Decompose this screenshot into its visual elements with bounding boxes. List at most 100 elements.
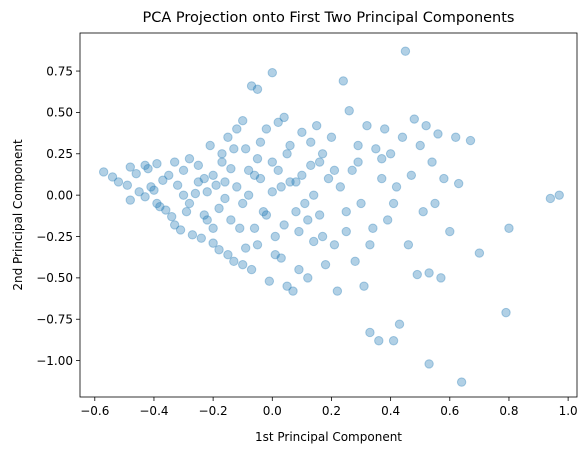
scatter-point xyxy=(98,167,109,177)
scatter-point xyxy=(353,157,363,167)
scatter-point xyxy=(326,132,337,142)
scatter-point xyxy=(403,240,414,250)
scatter-point xyxy=(427,157,437,167)
scatter-point xyxy=(445,226,455,237)
scatter-point xyxy=(249,170,260,180)
chart-title: PCA Projection onto First Two Principal … xyxy=(143,10,515,26)
scatter-point xyxy=(238,115,248,126)
scatter-point xyxy=(208,223,218,233)
scatter-point xyxy=(169,157,180,167)
scatter-point xyxy=(155,202,165,212)
scatter-point xyxy=(456,377,467,387)
scatter-point xyxy=(285,140,295,151)
scatter-point xyxy=(297,127,307,137)
scatter-point xyxy=(291,177,301,187)
scatter-point xyxy=(205,140,215,151)
y-tick-label: −0.75 xyxy=(36,313,73,327)
scatter-point xyxy=(303,273,313,283)
scatter-point xyxy=(314,157,325,167)
scatter-point xyxy=(243,165,254,176)
scatter-point xyxy=(356,198,366,209)
x-tick-label: 0.2 xyxy=(322,404,341,418)
scatter-point xyxy=(267,187,277,197)
scatter-point xyxy=(430,198,440,209)
scatter-point xyxy=(412,269,422,280)
y-axis-label: 2nd Principal Component xyxy=(11,139,25,291)
scatter-point xyxy=(273,117,283,128)
scatter-point xyxy=(223,250,233,260)
plot-frame xyxy=(79,32,578,398)
scatter-point xyxy=(175,225,186,235)
scatter-point xyxy=(377,173,387,184)
scatter-point xyxy=(261,124,272,134)
scatter-point xyxy=(140,160,150,171)
scatter-point xyxy=(400,46,411,56)
y-tick-label: 0.75 xyxy=(46,64,73,78)
scatter-point xyxy=(125,162,135,172)
scatter-point xyxy=(229,256,239,267)
scatter-point xyxy=(294,264,304,275)
scatter-point xyxy=(341,226,351,237)
scatter-point xyxy=(232,182,242,192)
scatter-point xyxy=(178,165,189,176)
scatter-point xyxy=(238,198,248,209)
scatter-point xyxy=(350,256,360,267)
scatter-point xyxy=(261,210,272,220)
scatter-point xyxy=(273,165,283,176)
scatter-point xyxy=(329,240,340,250)
scatter-point xyxy=(554,190,564,200)
scatter-point xyxy=(152,159,162,169)
scatter-point xyxy=(439,173,449,184)
scatter-point xyxy=(314,210,325,220)
scatter-point xyxy=(193,160,204,171)
scatter-point xyxy=(297,170,307,180)
scatter-point xyxy=(169,220,180,230)
scatter-point xyxy=(282,149,292,159)
scatter-point xyxy=(184,198,195,209)
scatter-point xyxy=(187,230,198,240)
scatter-point xyxy=(359,281,369,291)
scatter-point xyxy=(184,154,195,164)
scatter-point xyxy=(143,163,153,174)
scatter-point xyxy=(368,223,378,233)
scatter-point xyxy=(146,182,156,192)
scatter-point xyxy=(279,220,289,230)
y-tick-label: −0.50 xyxy=(36,271,73,285)
scatter-point xyxy=(220,193,230,204)
scatter-point xyxy=(255,137,266,147)
scatter-point xyxy=(306,160,316,171)
x-tick-label: 0.0 xyxy=(263,404,282,418)
scatter-point xyxy=(294,226,304,237)
scatter-point xyxy=(388,336,399,346)
scatter-point xyxy=(276,253,286,263)
scatter-point xyxy=(190,188,201,199)
x-tick-label: 0.6 xyxy=(440,404,459,418)
x-tick-label: 0.8 xyxy=(499,404,518,418)
points-layer xyxy=(98,46,564,387)
scatter-point xyxy=(409,114,419,124)
scatter-point xyxy=(252,240,263,250)
scatter-point xyxy=(424,268,434,278)
scatter-point xyxy=(353,140,363,151)
scatter-point xyxy=(501,307,511,318)
x-tick-label: 0.4 xyxy=(381,404,400,418)
scatter-point xyxy=(309,236,319,247)
y-tick-label: 0.50 xyxy=(46,106,73,120)
scatter-point xyxy=(380,124,390,134)
scatter-point xyxy=(323,173,334,184)
scatter-point xyxy=(226,215,236,225)
scatter-point xyxy=(249,223,260,233)
scatter-point xyxy=(229,144,239,154)
scatter-point xyxy=(199,173,209,184)
scatter-point xyxy=(365,327,375,338)
scatter-point xyxy=(436,273,446,283)
scatter-point xyxy=(246,81,257,91)
scatter-point xyxy=(264,276,275,286)
scatter-point xyxy=(341,206,351,217)
scatter-point xyxy=(113,177,124,187)
scatter-point xyxy=(270,250,280,260)
scatter-point xyxy=(243,190,254,200)
scatter-point xyxy=(291,206,301,217)
scatter-point xyxy=(317,231,328,242)
